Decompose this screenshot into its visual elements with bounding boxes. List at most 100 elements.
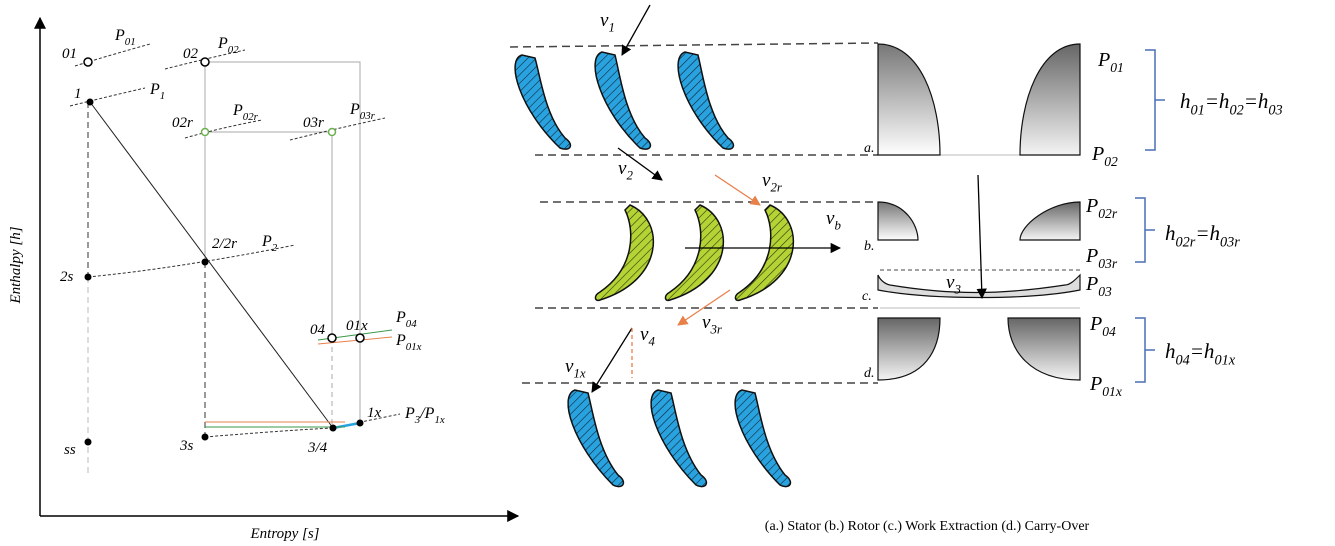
label-text: 03r [303,115,324,131]
equation: h02r=h03r [1165,221,1240,250]
state-label: 3s [179,438,194,454]
subscript: 01x [1214,352,1235,368]
label-text: 2/2r [212,236,237,252]
hs-lines [40,18,518,516]
label-text: P [395,332,406,349]
state-label: 2s [60,269,74,285]
label-text: P [404,405,415,422]
isobar-label: P3/P1x [404,405,445,426]
subscript: 03r [1220,234,1240,250]
state-label: 2/2r [212,236,237,252]
label-text: P [1089,373,1102,395]
label-text: P [149,81,160,98]
subscript: 01 [1191,102,1205,118]
label-text: P [1085,273,1098,295]
subscript: 2r [770,180,782,195]
label-text: /P [419,405,434,422]
station-label: c. [862,289,872,304]
velocity-label: v1 [600,10,615,35]
velocity-label: vb [826,208,841,233]
subscript: 04 [1176,352,1190,368]
label-text: P [232,102,243,119]
subscript: 04 [406,318,417,330]
state-label: 02r [172,115,193,131]
subscript: 2 [626,168,633,183]
state-label: 01x [346,318,368,334]
subscript: 03 [1268,102,1282,118]
pressure-label: P01x [1089,373,1122,399]
label-text: 04 [310,322,326,338]
label-text: ss [64,442,76,458]
pressure-label: P03r [1085,245,1118,271]
subscript: 03r [360,110,376,122]
label-text: 1 [74,86,82,102]
subscript: 01 [1110,60,1124,75]
state-label: 02 [183,46,199,62]
subscript: 1 [608,20,614,35]
label-text: P [395,309,406,326]
subscript: 1x [573,366,585,381]
state-label: ss [64,442,76,458]
state-label: 03r [303,115,324,131]
label-text: P [261,233,272,250]
velocity-label: v4 [640,324,655,349]
label-text: 3s [179,438,194,454]
caption: (a.) Stator (b.) Rotor (c.) Work Extract… [765,519,1090,534]
y-axis-label: Enthalpy [h] [8,226,24,304]
velocity-label: v3r [702,312,723,337]
subscript: 02 [1104,154,1118,169]
pressure-label: P03 [1085,273,1112,299]
subscript: 01 [125,36,136,48]
pressure-label: P02r [1085,195,1118,221]
equation: h01=h02=h03 [1180,89,1283,118]
pressure-label: P02 [1091,143,1118,169]
isobar-label: P03r [349,101,376,122]
isobar-label: P01x [395,332,422,353]
subscript: b [834,218,841,233]
state-label: 04 [310,322,326,338]
subscript: 1 [160,90,165,102]
figure: Enthalpy [h] Entropy [s] [0,0,1335,546]
subscript: 3 [953,282,960,297]
subscript: 03r [1098,256,1118,271]
label-text: P [1097,49,1110,71]
label-text: 3/4 [307,440,328,456]
isobar-label: P04 [395,309,417,330]
label-text: 01 [62,46,77,62]
stator-blades [515,52,790,487]
subscript: 02r [243,111,259,123]
label-text: =h [1244,89,1269,113]
subscript: 3r [709,322,722,337]
subscript: 04 [1102,324,1116,339]
rotor-blades [595,205,793,300]
label-text: =h [1190,339,1215,363]
state-label: 3/4 [307,440,328,456]
label-text: P [1085,195,1098,217]
label-text: 01x [346,318,368,334]
label-text: P [217,35,228,52]
state-label: 1 [74,86,82,102]
label-text: P [1091,143,1104,165]
subscript: 1x [434,414,444,426]
isobar-label: P1 [149,81,165,102]
velocity-label: v1x [565,356,586,381]
state-label: 1x [367,405,382,421]
station-label: a. [864,141,875,156]
isobar-label: P01 [114,27,136,48]
subscript: 01x [1102,384,1122,399]
label-text: 02r [172,115,193,131]
subscript: 02 [228,44,239,56]
isobar-label: P02 [217,35,239,56]
subscript: 2 [272,242,278,254]
label-text: P [114,27,125,44]
equation: h04=h01x [1165,339,1236,368]
station-label: d. [864,366,875,381]
label-text: =h [1195,221,1220,245]
x-axis-label: Entropy [s] [249,526,319,542]
label-text: P [1085,245,1098,267]
label-text: h [1180,89,1191,113]
state-label: 01 [62,46,77,62]
subscript: 4 [648,334,655,349]
label-text: 02 [183,46,199,62]
label-text: P [1089,313,1102,335]
